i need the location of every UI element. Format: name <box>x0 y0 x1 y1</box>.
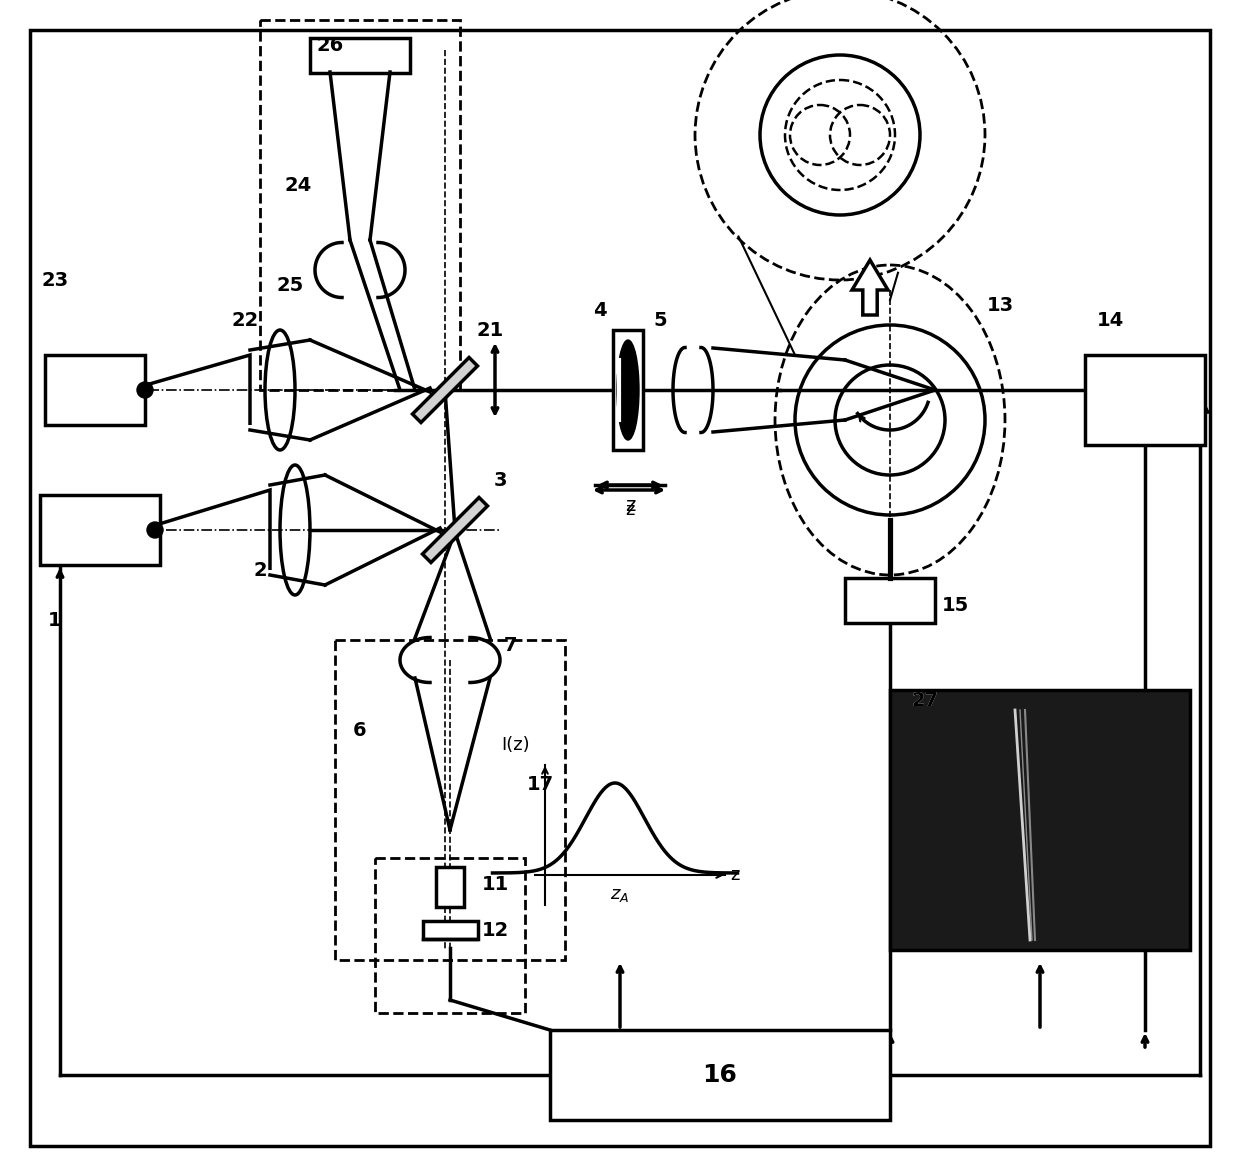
Text: 22: 22 <box>232 310 259 329</box>
Bar <box>40 495 160 564</box>
Text: 24: 24 <box>284 175 311 194</box>
Bar <box>890 690 1190 950</box>
Text: 2: 2 <box>253 561 267 580</box>
Text: $z_A$: $z_A$ <box>610 886 630 904</box>
Text: 1: 1 <box>48 610 62 629</box>
Text: 11: 11 <box>481 875 508 895</box>
Text: 16: 16 <box>703 1063 738 1087</box>
Polygon shape <box>852 260 888 315</box>
Polygon shape <box>413 358 477 422</box>
Text: 17: 17 <box>527 775 553 795</box>
Text: 12: 12 <box>481 921 508 940</box>
Bar <box>374 857 525 1013</box>
Text: 21: 21 <box>476 321 503 340</box>
Bar <box>423 921 477 938</box>
Text: 7: 7 <box>503 635 517 655</box>
Bar <box>335 640 565 960</box>
Bar <box>310 38 410 73</box>
Text: 23: 23 <box>41 270 68 289</box>
Text: 15: 15 <box>941 595 968 615</box>
Text: 27: 27 <box>911 690 939 709</box>
Text: 4: 4 <box>593 301 606 320</box>
Bar <box>844 577 935 622</box>
Circle shape <box>136 382 153 397</box>
Text: 5: 5 <box>653 310 667 329</box>
Text: z: z <box>625 501 635 519</box>
Text: z: z <box>730 866 739 884</box>
Bar <box>613 330 644 450</box>
Ellipse shape <box>618 340 639 440</box>
Text: 14: 14 <box>1096 310 1123 329</box>
Bar <box>260 20 460 390</box>
Bar <box>551 1030 890 1120</box>
Bar <box>45 355 145 425</box>
Text: 13: 13 <box>987 295 1013 314</box>
Text: 3: 3 <box>494 470 507 489</box>
Bar <box>436 867 464 907</box>
Text: 6: 6 <box>353 721 367 740</box>
Text: 26: 26 <box>316 35 343 54</box>
Text: I(z): I(z) <box>501 736 529 754</box>
Text: 27: 27 <box>911 690 939 709</box>
Polygon shape <box>423 497 487 562</box>
Circle shape <box>148 522 162 537</box>
Text: z: z <box>625 495 635 515</box>
Bar <box>1085 355 1205 445</box>
Text: 25: 25 <box>277 275 304 294</box>
